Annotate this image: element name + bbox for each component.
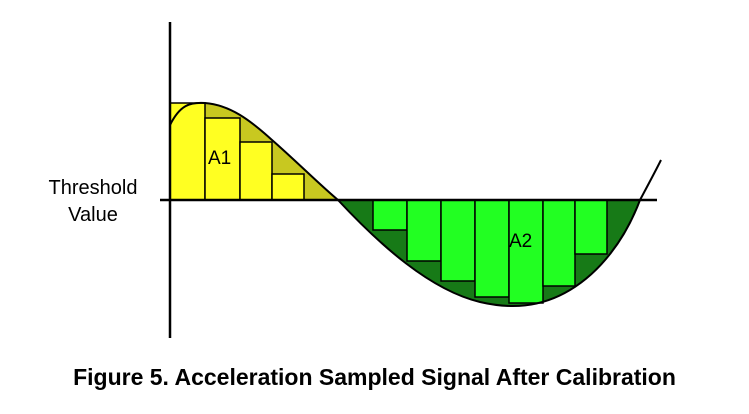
area-a1-label: A1 [208, 148, 231, 169]
sample-bar [271, 173, 305, 201]
sample-bar [574, 199, 608, 255]
sample-bar [542, 199, 576, 287]
area-a2-samples [372, 199, 608, 304]
sample-bar [406, 199, 442, 262]
sample-bar [474, 199, 510, 298]
figure-caption: Figure 5. Acceleration Sampled Signal Af… [73, 364, 676, 390]
threshold-label-line1: Threshold [49, 177, 138, 199]
sample-bar [239, 141, 273, 201]
sample-bar [372, 199, 408, 231]
threshold-label-line2: Value [68, 204, 118, 226]
signal-curve [169, 101, 662, 307]
area-a1-samples [169, 102, 305, 201]
area-a2-label: A2 [509, 231, 532, 252]
sample-bar [440, 199, 476, 282]
